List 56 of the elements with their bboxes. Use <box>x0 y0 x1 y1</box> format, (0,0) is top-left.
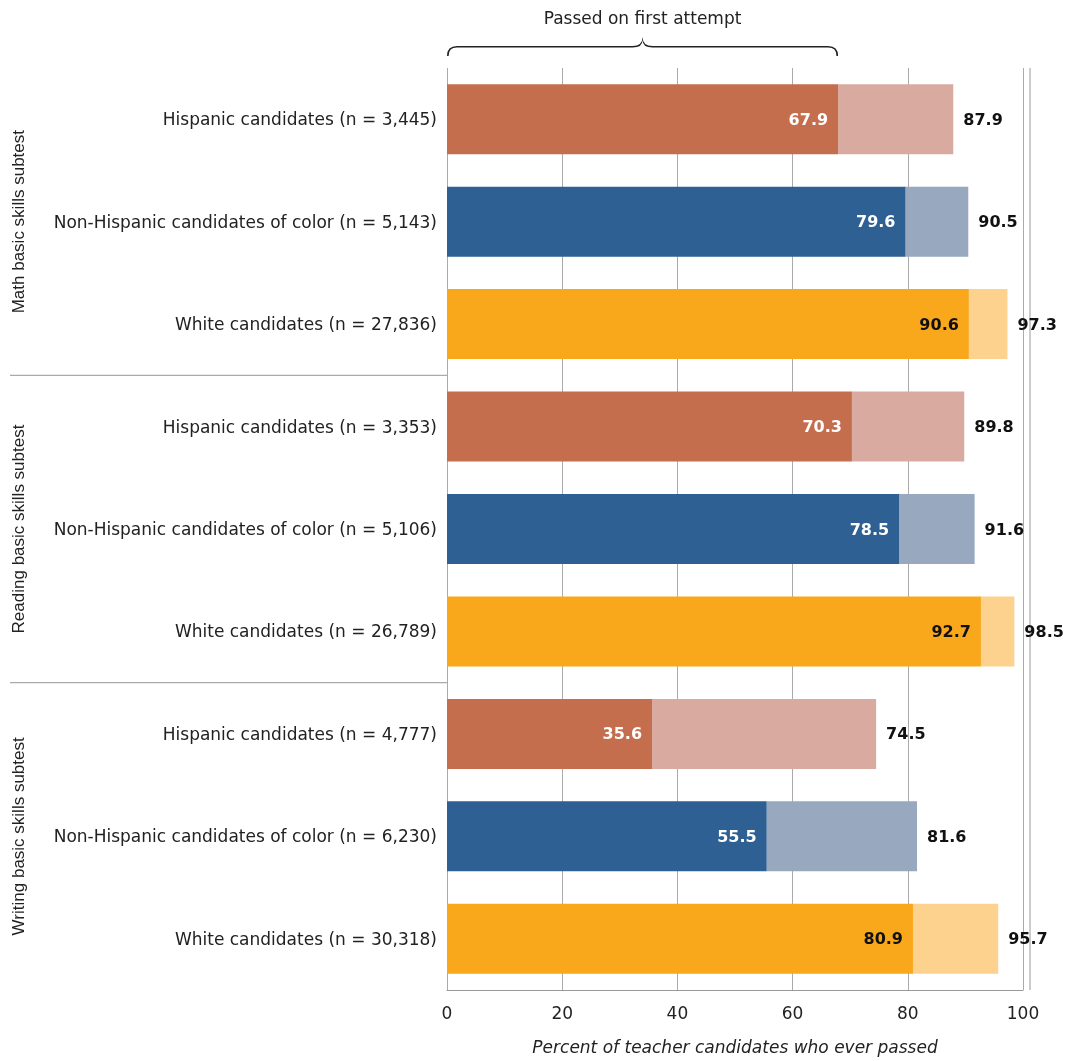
x-axis-title: Percent of teacher candidates who ever passed <box>532 1036 938 1057</box>
x-tick-label: 0 <box>441 1002 453 1023</box>
bar <box>447 698 653 769</box>
data-label: 80.9 <box>863 929 903 949</box>
total-label: 74.5 <box>886 724 926 744</box>
x-tick-label: 100 <box>1006 1002 1040 1023</box>
text: Writing basic skills subtest <box>8 737 28 936</box>
data-label: 67.9 <box>788 109 829 129</box>
y-tick-label: White candidates (n = 30,318) <box>174 928 437 949</box>
data-label: 92.7 <box>931 621 971 641</box>
bar <box>968 289 1008 360</box>
total-label: 89.8 <box>974 417 1014 437</box>
total-label: 95.7 <box>1008 929 1048 949</box>
bar <box>447 903 913 974</box>
y-tick-label: Non-Hispanic candidates of color (n = 5,106) <box>53 519 437 539</box>
data-label: 70.3 <box>802 417 842 437</box>
y-tick-label: Hispanic candidates (n = 4,777) <box>162 723 437 744</box>
x-tick-label: 60 <box>781 1002 804 1023</box>
data-label: 79.6 <box>856 212 896 232</box>
bar <box>980 596 1015 667</box>
total-label: 98.5 <box>1024 621 1064 641</box>
y-tick-label: Hispanic candidates (n = 3,445) <box>162 109 437 130</box>
bar <box>838 84 954 155</box>
text: Math basic skills subtest <box>8 129 28 314</box>
bar <box>447 391 852 462</box>
total-label: 87.9 <box>963 109 1003 129</box>
y-tick-label: White candidates (n = 27,836) <box>174 314 437 335</box>
total-label: 81.6 <box>927 826 967 846</box>
bar <box>851 391 965 462</box>
bar <box>447 84 839 155</box>
total-label: 97.3 <box>1017 314 1057 334</box>
bar <box>447 186 906 257</box>
bar <box>447 801 767 872</box>
data-label: 35.6 <box>602 724 643 744</box>
x-tick-label: 20 <box>551 1002 574 1023</box>
bar <box>912 903 999 974</box>
total-label: 91.6 <box>984 519 1025 539</box>
total-label: 90.5 <box>978 212 1018 232</box>
bar <box>905 186 969 257</box>
data-label: 78.5 <box>849 519 890 539</box>
bar <box>899 494 975 564</box>
y-tick-label: White candidates (n = 26,789) <box>174 621 437 642</box>
y-tick-label: Hispanic candidates (n = 3,353) <box>162 416 437 437</box>
data-label: 55.5 <box>717 826 757 846</box>
y-tick-label: Non-Hispanic candidates of color (n = 6,230) <box>53 826 437 847</box>
text: Passed on first attempt <box>542 8 743 28</box>
bar <box>447 289 969 360</box>
x-tick-label: 80 <box>896 1002 919 1023</box>
data-label: 90.6 <box>919 314 959 334</box>
y-tick-label: Non-Hispanic candidates of color (n = 5,143) <box>53 211 437 232</box>
bar <box>652 698 877 769</box>
x-tick-label: 40 <box>666 1002 689 1023</box>
bar <box>766 801 918 872</box>
bar <box>447 494 900 564</box>
bar <box>447 596 981 667</box>
text: Reading basic skills subtest <box>8 424 28 634</box>
